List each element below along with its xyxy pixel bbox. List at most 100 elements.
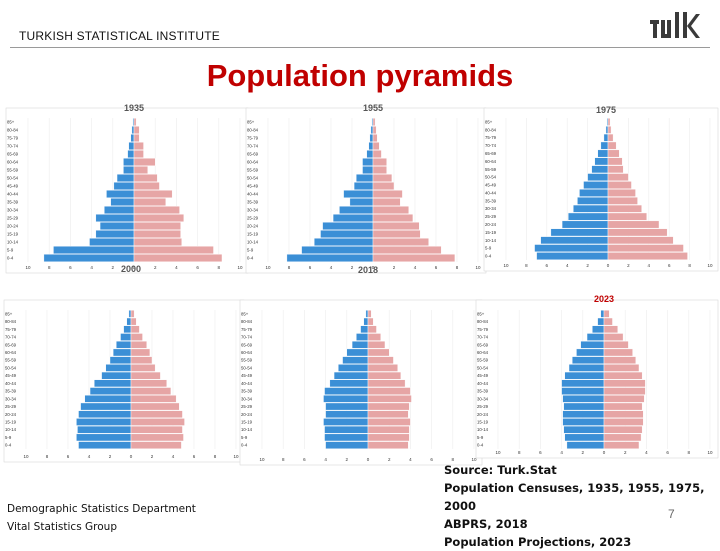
male-bar	[343, 190, 374, 198]
female-bar	[603, 340, 629, 349]
x-tick-label: 4	[175, 265, 178, 270]
female-bar	[130, 371, 161, 380]
age-group-label: 35-39	[5, 389, 17, 394]
female-bar	[133, 222, 181, 230]
x-tick-label: 2	[582, 450, 585, 455]
male-bar	[105, 364, 132, 372]
female-bar	[130, 387, 172, 395]
age-group-label: 65-69	[485, 151, 497, 156]
age-group-label: 0-4	[477, 443, 484, 448]
x-tick-label: 10	[471, 457, 477, 462]
female-bar	[607, 173, 629, 182]
male-bar	[324, 425, 369, 434]
female-bar	[603, 402, 643, 411]
x-tick-label: 2	[624, 450, 627, 455]
female-bar	[130, 441, 182, 449]
female-bar	[130, 364, 156, 372]
age-group-label: 0-4	[241, 443, 248, 448]
female-bar	[607, 220, 660, 229]
x-tick-label: 4	[648, 263, 651, 268]
female-bar	[367, 348, 390, 357]
male-bar	[329, 379, 369, 388]
age-group-label: 0-4	[7, 256, 14, 261]
x-tick-label: 10	[503, 263, 509, 268]
age-group-label: 75-79	[477, 327, 489, 332]
x-tick-label: 2	[346, 457, 349, 462]
male-bar	[356, 333, 369, 341]
x-tick-label: 6	[546, 263, 549, 268]
female-bar	[130, 348, 151, 357]
male-bar	[89, 387, 132, 395]
age-group-label: 10-14	[241, 427, 253, 432]
age-group-label: 50-54	[7, 176, 19, 181]
female-bar	[607, 157, 623, 166]
female-bar	[372, 142, 380, 150]
male-bar	[109, 356, 132, 364]
age-group-label: 55-59	[247, 168, 259, 173]
female-bar	[607, 141, 617, 150]
page-title: Population pyramids	[206, 58, 514, 93]
male-bar	[583, 181, 609, 189]
male-bar	[95, 214, 135, 222]
header-divider	[10, 47, 710, 48]
male-bar	[78, 410, 132, 419]
age-group-label: 55-59	[477, 358, 489, 363]
age-group-label: 50-54	[247, 176, 259, 181]
age-group-label: 70-74	[477, 335, 489, 340]
male-bar	[53, 246, 135, 254]
age-group-label: 50-54	[477, 365, 489, 370]
age-group-label: 80-84	[485, 127, 497, 132]
age-group-label: 55-59	[7, 168, 19, 173]
x-tick-label: 0	[133, 265, 136, 270]
male-bar	[365, 310, 369, 318]
age-group-label: 0-4	[5, 443, 12, 448]
age-group-label: 75-79	[241, 327, 253, 332]
male-bar	[600, 141, 609, 150]
x-tick-label: 2	[388, 457, 391, 462]
age-group-label: 25-29	[7, 216, 19, 221]
age-group-label: 15-19	[247, 232, 259, 237]
male-bar	[101, 371, 132, 380]
female-bar	[372, 254, 456, 262]
female-bar	[603, 325, 618, 334]
age-group-label: 70-74	[247, 144, 259, 149]
male-bar	[314, 238, 374, 246]
x-tick-label: 4	[330, 265, 333, 270]
age-group-label: 35-39	[477, 389, 489, 394]
female-bar	[130, 418, 185, 426]
male-bar	[89, 238, 135, 246]
female-bar	[603, 333, 624, 341]
x-tick-label: 4	[409, 457, 412, 462]
female-bar	[603, 425, 643, 434]
female-bar	[372, 126, 377, 134]
female-bar	[130, 340, 147, 349]
x-tick-label: 0	[607, 263, 610, 268]
age-group-label: 40-44	[485, 190, 497, 195]
female-bar	[607, 181, 632, 189]
female-bar	[130, 410, 183, 419]
age-group-label: 75-79	[7, 136, 19, 141]
age-group-label: 45-49	[7, 184, 19, 189]
x-tick-label: 8	[48, 265, 51, 270]
source-note: Source: Turk.Stat Population Censuses, 1…	[444, 461, 720, 551]
female-bar	[372, 222, 420, 230]
female-bar	[607, 118, 611, 126]
age-group-label: 20-24	[247, 224, 259, 229]
female-bar	[130, 317, 137, 326]
age-group-label: 10-14	[7, 240, 19, 245]
age-group-label: 70-74	[241, 335, 253, 340]
x-tick-label: 6	[430, 457, 433, 462]
x-tick-label: 6	[666, 450, 669, 455]
female-bar	[372, 206, 409, 214]
male-bar	[322, 222, 374, 230]
x-tick-label: 10	[259, 457, 265, 462]
x-tick-label: 6	[303, 457, 306, 462]
female-bar	[367, 333, 381, 341]
female-bar	[133, 198, 166, 206]
male-bar	[325, 402, 369, 411]
female-bar	[607, 236, 674, 245]
female-bar	[133, 230, 181, 238]
male-bar	[534, 244, 609, 253]
female-bar	[372, 230, 421, 238]
age-group-label: 50-54	[241, 365, 253, 370]
